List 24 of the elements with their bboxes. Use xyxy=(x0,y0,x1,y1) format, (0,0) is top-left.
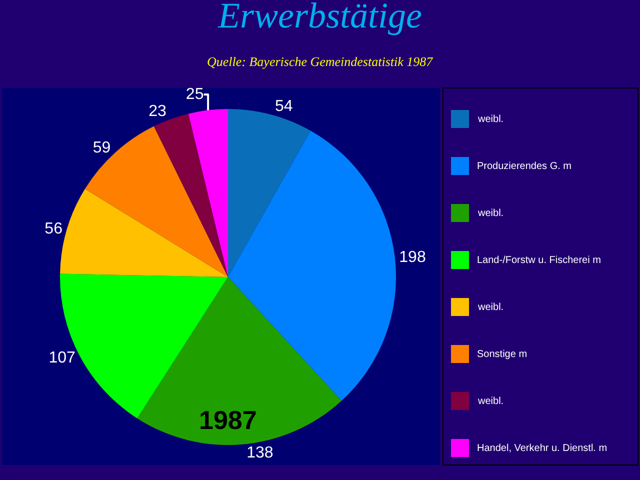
legend-label: Sonstige m xyxy=(477,349,528,360)
data-label: 59 xyxy=(92,140,111,157)
data-label: 138 xyxy=(246,444,274,462)
legend-label: weibl. xyxy=(477,114,504,125)
legend-label: Handel, Verkehr u. Dienstl. m xyxy=(477,443,608,454)
pie-slice xyxy=(84,126,228,277)
data-label: 198 xyxy=(399,249,426,266)
data-label: 107 xyxy=(48,349,76,366)
legend-label: Land-/Forstw u. Fischerei m xyxy=(477,255,601,266)
data-label: 25 xyxy=(186,86,204,104)
pie-slice xyxy=(228,130,396,401)
pie-slice xyxy=(60,188,228,277)
chart-title: Erwerbstätige xyxy=(217,0,422,36)
legend-label: weibl. xyxy=(477,396,504,407)
chart-subtitle: Quelle: Bayerische Gemeindestatistik 1987 xyxy=(207,54,434,69)
legend-label: Produzierendes G. m xyxy=(477,161,572,172)
legend-label: weibl. xyxy=(477,208,504,219)
data-label: 54 xyxy=(274,98,293,116)
data-label: 56 xyxy=(44,220,63,238)
text: 1987 xyxy=(199,405,257,435)
legend-label: weibl. xyxy=(477,302,504,313)
pie-slice xyxy=(188,109,228,277)
data-label: 23 xyxy=(148,103,167,120)
pie-slice xyxy=(137,277,342,445)
